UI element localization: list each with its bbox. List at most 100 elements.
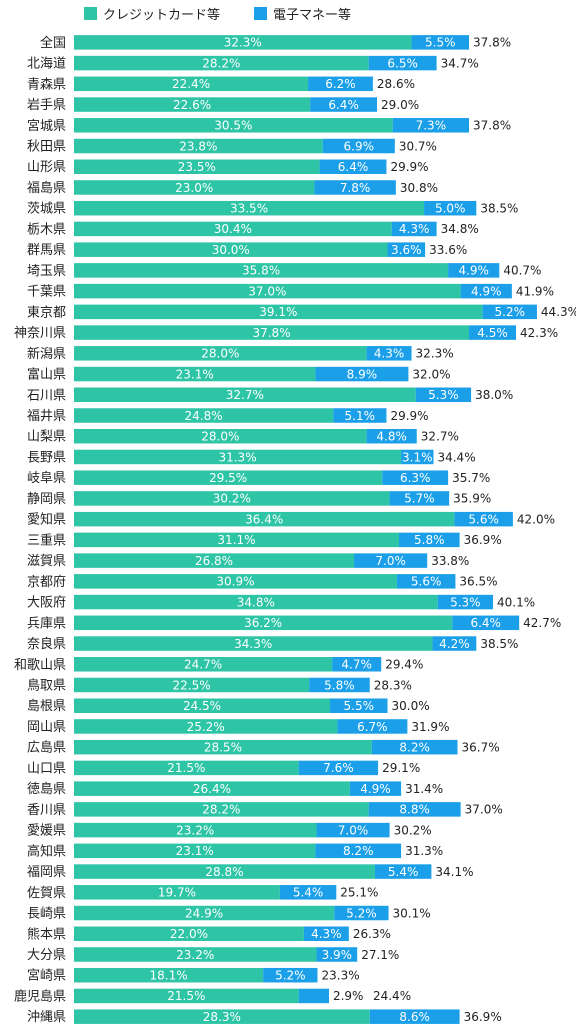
data-label-emoney: 8.9% [347, 367, 378, 381]
total-label: 27.1% [361, 948, 399, 962]
bar-emoney [371, 739, 458, 755]
bar-emoney [396, 574, 456, 589]
bar-credit [74, 698, 331, 713]
bar-emoney [354, 553, 428, 568]
total-label: 42.0% [517, 512, 555, 526]
bar-credit [74, 553, 355, 568]
bar-credit [74, 677, 310, 693]
bar-emoney [316, 947, 358, 962]
bar-emoney [309, 677, 370, 693]
bar-emoney [349, 781, 402, 796]
legend-swatch-emoney [254, 7, 267, 20]
total-label: 37.8% [473, 36, 511, 50]
category-label: 福井県 [27, 409, 66, 424]
total-label: 30.2% [394, 823, 432, 837]
data-label-emoney: 4.7% [341, 658, 372, 672]
category-label: 栃木県 [27, 222, 66, 237]
bar-emoney [334, 905, 389, 921]
bar-emoney [452, 615, 520, 631]
data-label-emoney: 5.0% [435, 202, 466, 216]
total-label: 28.6% [377, 77, 415, 91]
total-label: 34.1% [435, 865, 473, 879]
total-label: 33.6% [429, 243, 467, 257]
category-label: 長野県 [27, 450, 66, 465]
data-label-emoney: 5.1% [345, 409, 376, 423]
category-label: 三重県 [27, 532, 66, 548]
bar-credit [74, 760, 299, 776]
category-label: 東京都 [27, 304, 66, 320]
total-label: 30.8% [400, 181, 438, 195]
data-label-credit: 34.3% [234, 637, 272, 651]
data-label-emoney: 7.0% [338, 823, 369, 837]
total-label: 23.3% [321, 969, 359, 983]
total-label: 29.9% [390, 160, 428, 174]
bar-emoney [298, 988, 329, 1004]
total-label: 30.7% [399, 139, 437, 153]
total-label: 41.9% [516, 284, 554, 298]
category-label: 徳島県 [27, 782, 66, 797]
data-label-credit: 30.9% [216, 575, 254, 589]
data-label-credit: 23.8% [179, 139, 217, 153]
total-label: 34.8% [441, 222, 479, 236]
category-label: 青森県 [27, 77, 66, 92]
data-label-emoney: 8.2% [343, 844, 374, 858]
bar-emoney [387, 242, 426, 257]
bar-credit [74, 449, 402, 465]
bar-emoney [330, 698, 388, 713]
plot-area: 全国 32.3% 5.5% 37.8% 北海道 28.2% 6.5% 34.7% 青森県 22.4… [14, 35, 576, 1024]
bar-credit [74, 118, 393, 133]
data-label-emoney: 4.3% [374, 347, 405, 361]
total-label: 30.1% [393, 906, 431, 920]
total-label: 38.0% [475, 388, 513, 402]
data-label-emoney: 6.4% [338, 160, 369, 174]
data-label-emoney: 3.9% [322, 948, 353, 962]
bar-credit [74, 1009, 370, 1024]
data-label-credit: 28.3% [203, 1010, 241, 1024]
bar-emoney [369, 1009, 460, 1024]
data-label-emoney: 6.5% [387, 56, 418, 70]
data-label-credit: 32.3% [224, 36, 262, 50]
data-label-credit: 28.2% [202, 56, 240, 70]
bar-emoney [401, 449, 434, 465]
data-label-emoney: 8.8% [399, 803, 430, 817]
data-label-credit: 23.2% [176, 823, 214, 837]
category-label: 山口県 [27, 761, 66, 776]
bar-emoney [469, 325, 517, 340]
data-label-emoney: 4.3% [311, 927, 342, 941]
data-label-emoney: 5.5% [344, 699, 375, 713]
category-label: 広島県 [27, 741, 66, 756]
category-label: 新潟県 [27, 346, 66, 362]
total-label: 36.9% [464, 533, 502, 547]
bar-emoney [382, 470, 449, 485]
bar-emoney [332, 657, 382, 672]
bar-credit [74, 926, 304, 942]
data-label-credit: 22.5% [173, 678, 211, 692]
bar-emoney [319, 159, 387, 174]
data-label-credit: 30.4% [214, 222, 252, 236]
bar-credit [74, 263, 449, 278]
data-label-emoney: 5.4% [293, 886, 324, 900]
total-label: 26.3% [353, 927, 391, 941]
legend-swatch-credit [84, 7, 97, 20]
data-label-credit: 22.6% [173, 98, 211, 112]
category-label: 宮城県 [27, 118, 66, 134]
category-label: 秋田県 [27, 140, 66, 155]
bar-credit [74, 636, 433, 651]
data-label-emoney: 5.6% [411, 575, 442, 589]
category-label: 岩手県 [27, 98, 66, 113]
total-label: 38.5% [480, 202, 518, 216]
data-label-emoney: 5.2% [495, 305, 526, 319]
total-label: 31.9% [411, 720, 449, 734]
data-label-credit: 28.5% [204, 740, 242, 754]
data-label-credit: 24.9% [185, 906, 223, 920]
data-label-emoney: 4.9% [458, 264, 489, 278]
data-label-credit: 24.5% [183, 699, 221, 713]
bar-credit [74, 387, 416, 403]
data-label-emoney: 3.1% [402, 450, 433, 464]
bar-emoney [415, 387, 472, 403]
data-label-credit: 32.7% [226, 388, 264, 402]
data-label-emoney: 5.4% [388, 865, 419, 879]
data-label-emoney: 5.2% [275, 969, 306, 983]
bar-credit [74, 615, 453, 631]
